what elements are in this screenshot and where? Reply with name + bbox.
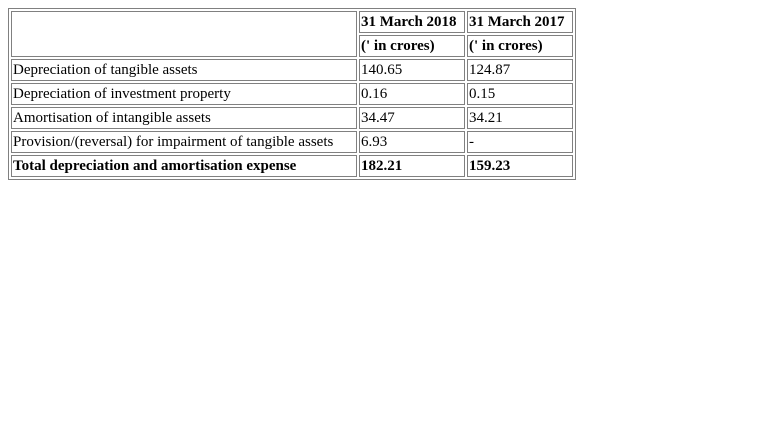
column-heading-2017: 31 March 2017 xyxy=(467,11,573,33)
table-row: Depreciation of investment property 0.16… xyxy=(11,83,573,105)
value-2018: 140.65 xyxy=(359,59,465,81)
row-label: Depreciation of tangible assets xyxy=(11,59,357,81)
header-empty-cell xyxy=(11,11,357,57)
column-heading-2018: 31 March 2018 xyxy=(359,11,465,33)
table-row: Provision/(reversal) for impairment of t… xyxy=(11,131,573,153)
value-2017: 0.15 xyxy=(467,83,573,105)
value-2017: 124.87 xyxy=(467,59,573,81)
row-label: Depreciation of investment property xyxy=(11,83,357,105)
row-label: Provision/(reversal) for impairment of t… xyxy=(11,131,357,153)
value-2017: 34.21 xyxy=(467,107,573,129)
value-2018: 6.93 xyxy=(359,131,465,153)
value-2017: - xyxy=(467,131,573,153)
value-2018: 0.16 xyxy=(359,83,465,105)
value-2018: 34.47 xyxy=(359,107,465,129)
table-row: Depreciation of tangible assets 140.65 1… xyxy=(11,59,573,81)
total-row: Total depreciation and amortisation expe… xyxy=(11,155,573,177)
table-row: Amortisation of intangible assets 34.47 … xyxy=(11,107,573,129)
total-label: Total depreciation and amortisation expe… xyxy=(11,155,357,177)
header-row: 31 March 2018 31 March 2017 xyxy=(11,11,573,57)
unit-row: (' in crores) (' in crores) xyxy=(11,35,573,57)
unit-label-2018: (' in crores) xyxy=(359,35,465,57)
total-value-2017: 159.23 xyxy=(467,155,573,177)
depreciation-table: 31 March 2018 31 March 2017 (' in crores… xyxy=(8,8,576,180)
row-label: Amortisation of intangible assets xyxy=(11,107,357,129)
unit-label-2017: (' in crores) xyxy=(467,35,573,57)
total-value-2018: 182.21 xyxy=(359,155,465,177)
